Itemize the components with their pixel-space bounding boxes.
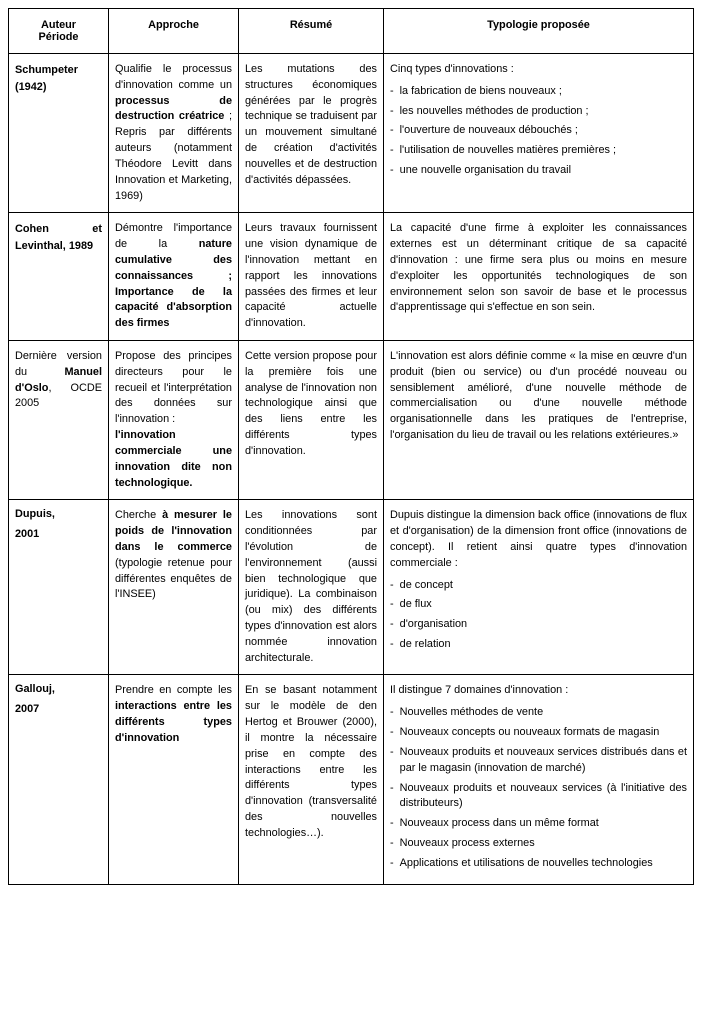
cell-resume: En se basant notamment sur le modèle de … [239, 675, 384, 884]
table-row: Cohen et Levinthal, 1989 Démontre l'impo… [9, 213, 694, 341]
cell-resume: Les innovations sont conditionnées par l… [239, 500, 384, 675]
cell-auteur: Schumpeter (1942) [9, 54, 109, 213]
header-typologie: Typologie proposée [384, 9, 694, 54]
cell-auteur: Dernière version du Manuel d'Oslo, OCDE … [9, 341, 109, 500]
cell-resume: Les mutations des structures économiques… [239, 54, 384, 213]
cell-typologie: La capacité d'une firme à exploiter les … [384, 213, 694, 341]
cell-approche: Propose des principes directeurs pour le… [109, 341, 239, 500]
table-header-row: Auteur Période Approche Résumé Typologie… [9, 9, 694, 54]
cell-auteur: Cohen et Levinthal, 1989 [9, 213, 109, 341]
cell-approche: Démontre l'importance de la nature cumul… [109, 213, 239, 341]
header-approche: Approche [109, 9, 239, 54]
cell-auteur: Gallouj, 2007 [9, 675, 109, 884]
cell-typologie: Cinq types d'innovations : -la fabricati… [384, 54, 694, 213]
cell-typologie: Dupuis distingue la dimension back offic… [384, 500, 694, 675]
header-resume: Résumé [239, 9, 384, 54]
cell-typologie: Il distingue 7 domaines d'innovation : -… [384, 675, 694, 884]
header-auteur: Auteur Période [9, 9, 109, 54]
cell-approche: Qualifie le processus d'innovation comme… [109, 54, 239, 213]
cell-resume: Leurs travaux fournissent une vision dyn… [239, 213, 384, 341]
table-row: Gallouj, 2007 Prendre en compte les inte… [9, 675, 694, 884]
cell-auteur: Dupuis, 2001 [9, 500, 109, 675]
table-row: Schumpeter (1942) Qualifie le processus … [9, 54, 694, 213]
table-row: Dernière version du Manuel d'Oslo, OCDE … [9, 341, 694, 500]
typology-table: Auteur Période Approche Résumé Typologie… [8, 8, 694, 885]
cell-approche: Prendre en compte les interactions entre… [109, 675, 239, 884]
cell-typologie: L'innovation est alors définie comme « l… [384, 341, 694, 500]
table-row: Dupuis, 2001 Cherche à mesurer le poids … [9, 500, 694, 675]
cell-resume: Cette version propose pour la première f… [239, 341, 384, 500]
cell-approche: Cherche à mesurer le poids de l'innovati… [109, 500, 239, 675]
